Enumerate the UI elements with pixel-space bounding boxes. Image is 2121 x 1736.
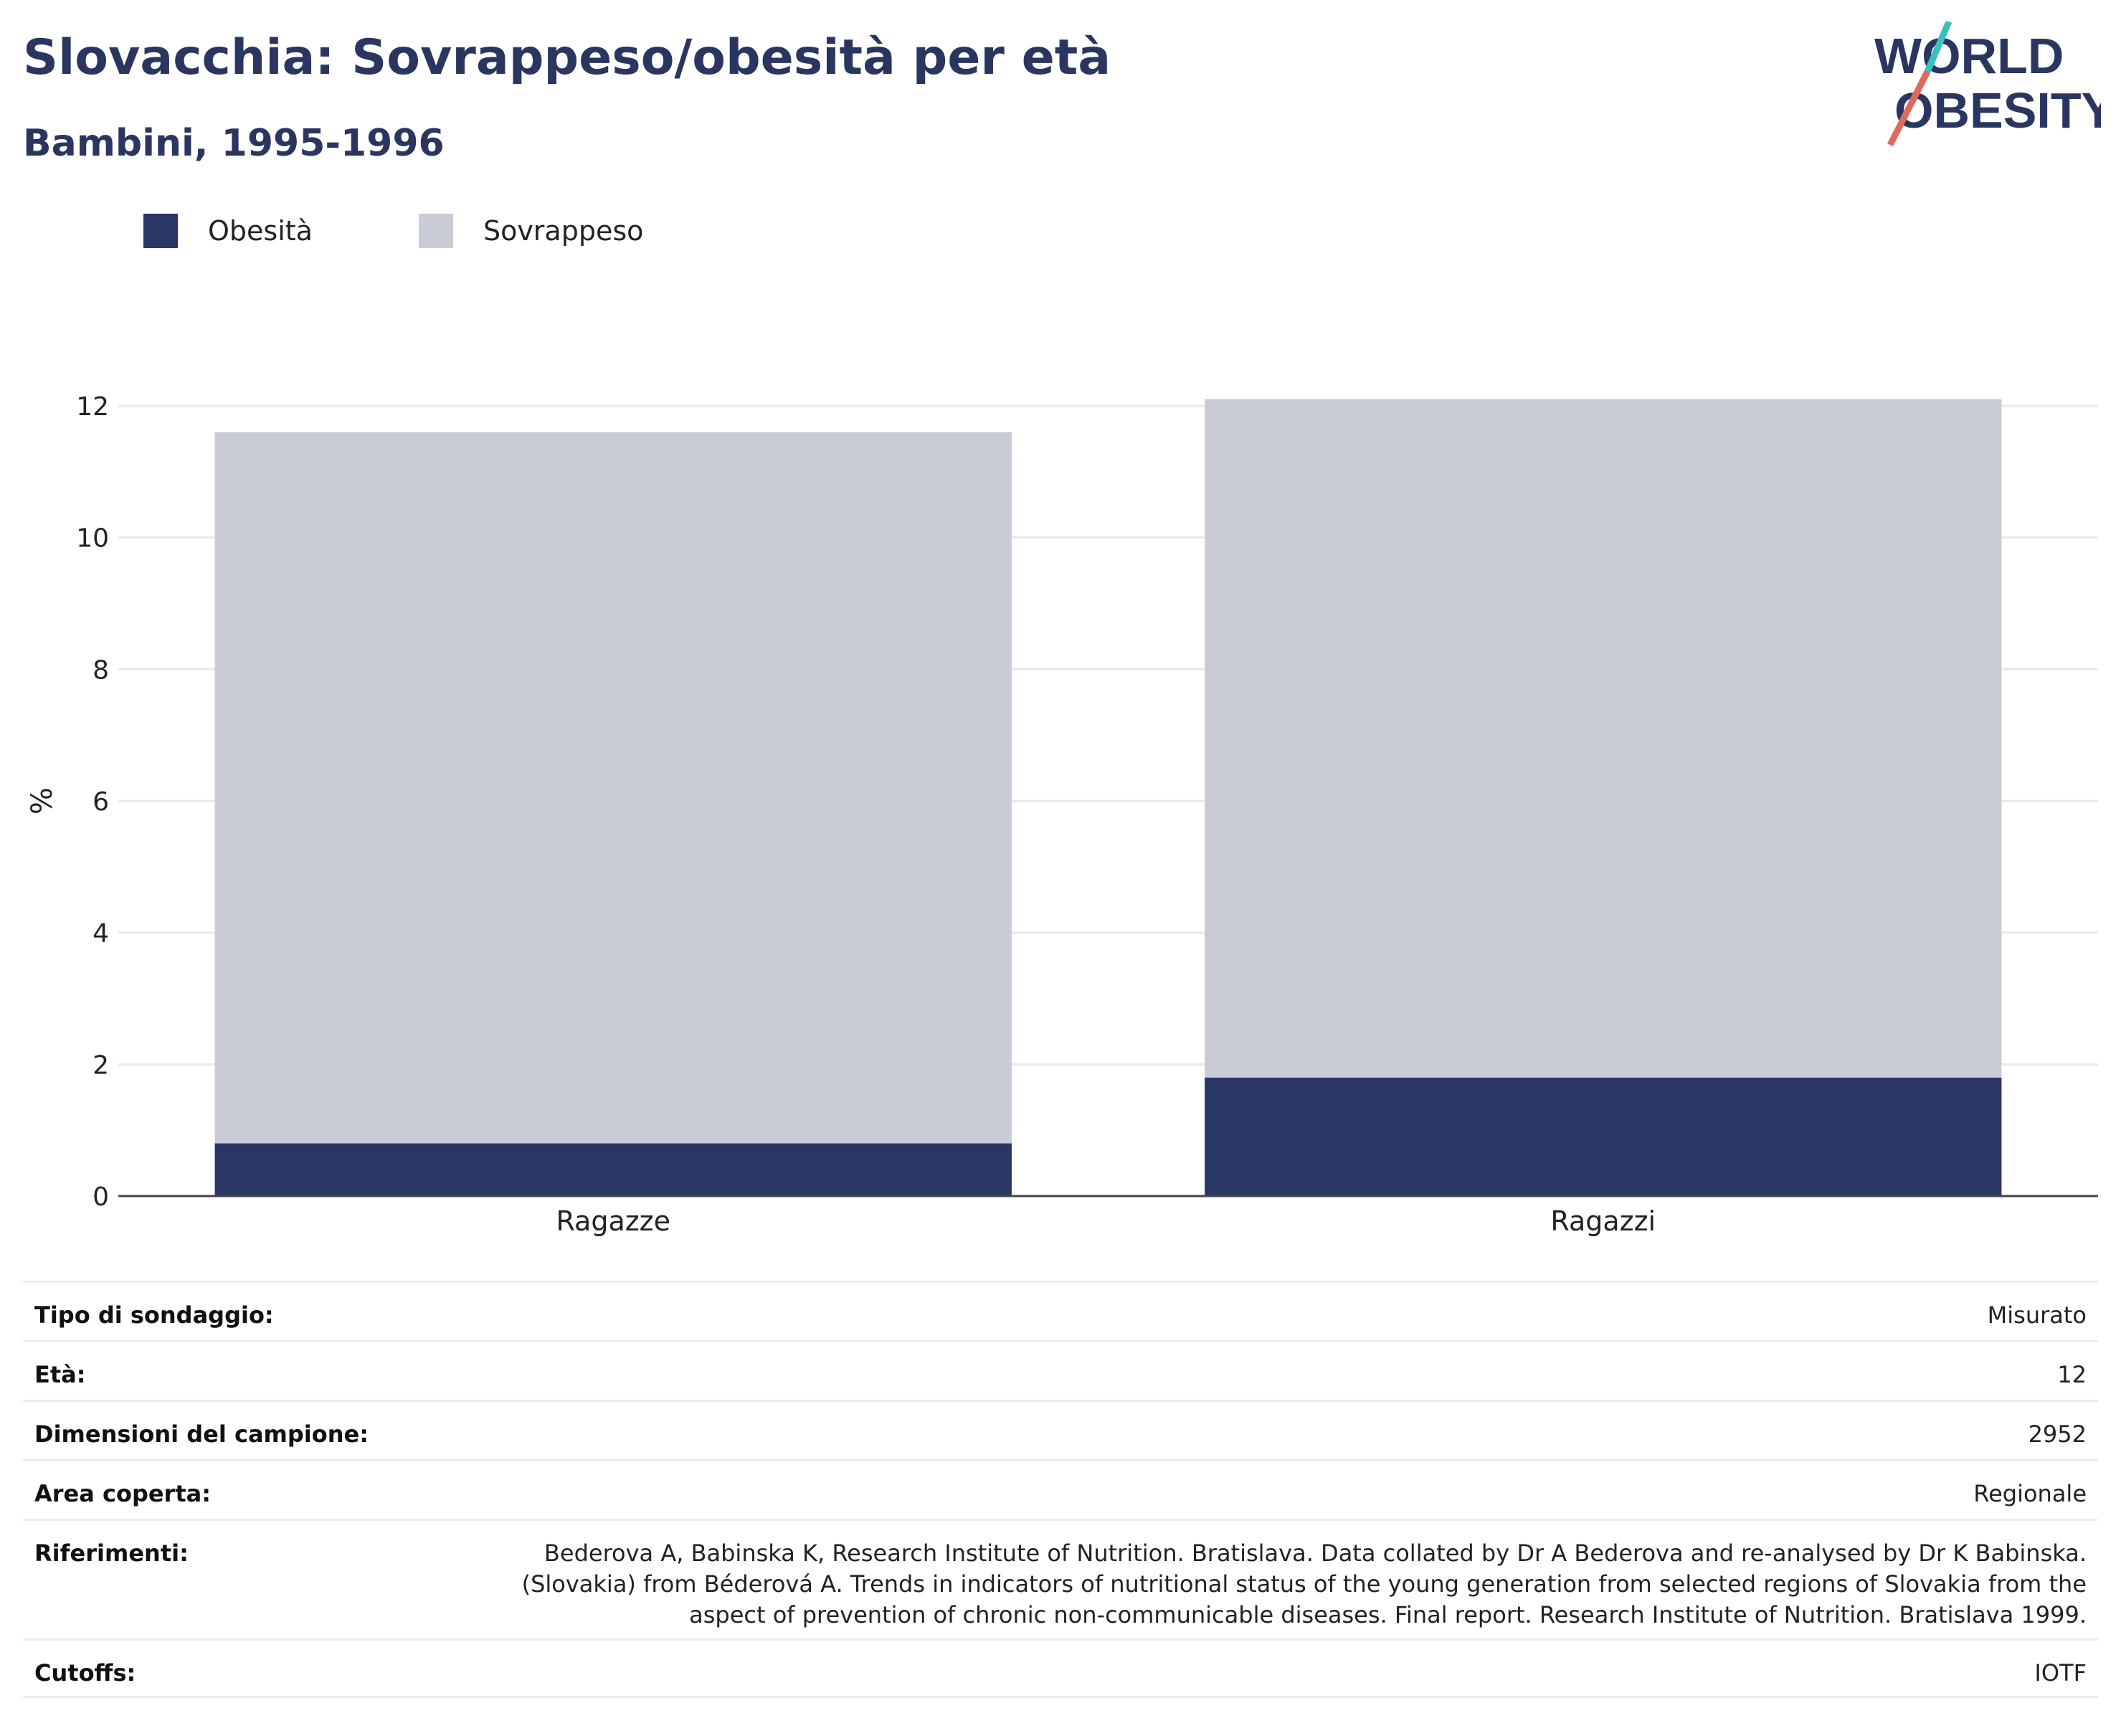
info-key: Età: xyxy=(34,1361,86,1388)
bar-chart: 0 2 4 6 8 10 12% Ragazze Ragazzi xyxy=(26,392,2098,1237)
info-value: 12 xyxy=(2057,1361,2087,1388)
info-key: Dimensioni del campione: xyxy=(34,1420,369,1448)
legend-label-obesity: Obesità xyxy=(208,215,313,247)
logo-text-world: WORLD xyxy=(1874,28,2064,84)
reference-line: (Slovakia) from Béderová A. Trends in in… xyxy=(521,1570,2087,1598)
bar-obesity xyxy=(1205,1077,2002,1196)
chart-legend: Obesità Sovrappeso xyxy=(143,214,749,248)
info-value: 2952 xyxy=(2028,1420,2087,1448)
info-row-references: Riferimenti: Bederova A, Babinska K, Res… xyxy=(23,1519,2098,1638)
info-key: Area coperta: xyxy=(34,1480,212,1507)
legend-item-overweight[interactable]: Sovrappeso xyxy=(418,214,644,248)
bar-overweight xyxy=(214,432,1012,1144)
y-tick-label: 8 xyxy=(92,655,109,685)
info-value: IOTF xyxy=(2034,1659,2087,1687)
y-axis-label: % xyxy=(26,787,59,815)
y-tick-label: 2 xyxy=(92,1050,109,1080)
legend-swatch-obesity xyxy=(143,214,178,248)
y-tick-label: 4 xyxy=(92,919,109,949)
info-value: Regionale xyxy=(1973,1480,2087,1507)
bar-overweight xyxy=(1205,399,2002,1078)
legend-label-overweight: Sovrappeso xyxy=(483,215,644,247)
legend-item-obesity[interactable]: Obesità xyxy=(143,214,313,248)
logo-slash-red xyxy=(1887,70,1931,147)
y-tick-label: 10 xyxy=(76,524,109,554)
info-value: Misurato xyxy=(1987,1301,2087,1329)
info-row-sample-size: Dimensioni del campione: 2952 xyxy=(23,1400,2098,1459)
info-key: Tipo di sondaggio: xyxy=(34,1301,274,1329)
logo-text-obesity: OBESITY xyxy=(1894,82,2101,138)
reference-line: aspect of prevention of chronic non-comm… xyxy=(689,1601,2087,1628)
info-key: Riferimenti: xyxy=(34,1540,189,1567)
info-row-survey-type: Tipo di sondaggio: Misurato xyxy=(23,1281,2098,1340)
info-table: Tipo di sondaggio: Misurato Età: 12 Dime… xyxy=(23,1281,2098,1698)
reference-line: Bederova A, Babinska K, Research Institu… xyxy=(544,1540,2087,1567)
y-tick-label: 12 xyxy=(76,392,109,422)
chart-subtitle: Bambini, 1995-1996 xyxy=(23,122,445,165)
bar-obesity xyxy=(214,1143,1012,1196)
x-tick-label: Ragazze xyxy=(556,1205,670,1237)
y-tick-label: 0 xyxy=(92,1182,109,1212)
world-obesity-logo: WORLD OBESITY xyxy=(1874,22,2101,147)
info-key: Cutoffs: xyxy=(34,1659,136,1687)
legend-swatch-overweight xyxy=(418,214,453,248)
info-value-references: Bederova A, Babinska K, Research Institu… xyxy=(522,1538,2087,1631)
y-tick-label: 6 xyxy=(92,787,109,817)
info-row-age: Età: 12 xyxy=(23,1340,2098,1400)
info-row-area: Area coperta: Regionale xyxy=(23,1459,2098,1519)
info-row-cutoffs: Cutoffs: IOTF xyxy=(23,1638,2098,1698)
x-tick-label: Ragazzi xyxy=(1550,1205,1656,1237)
logo-slash-teal xyxy=(1924,22,1952,73)
chart-title: Slovacchia: Sovrappeso/obesità per età xyxy=(23,29,1111,86)
